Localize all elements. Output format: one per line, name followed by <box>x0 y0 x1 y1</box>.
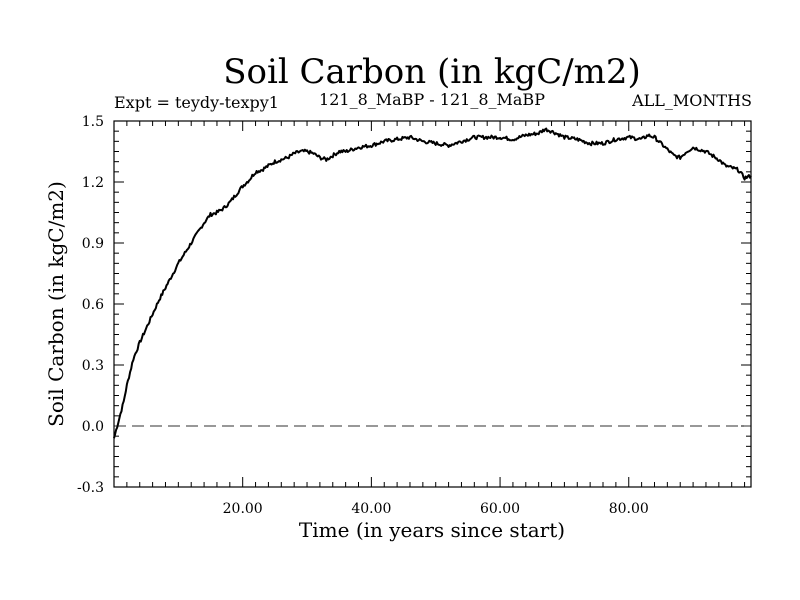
y-tick-label: 0.9 <box>82 236 104 252</box>
chart-subtitle-left: Expt = teydy-texpy1 <box>114 93 279 112</box>
series-line-soil-carbon <box>113 127 752 439</box>
y-tick-label: 0.3 <box>82 358 104 374</box>
x-tick-label: 20.00 <box>223 501 263 517</box>
plot-frame <box>113 120 752 488</box>
x-tick-label: 60.00 <box>480 501 520 517</box>
chart-subtitle-right: ALL_MONTHS <box>631 91 752 110</box>
axis-ticks <box>114 120 751 488</box>
tick-labels: 20.00 40.00 60.00 80.00 -0.3 0.0 0.3 0.6 0.9 1.2 1… <box>77 114 649 517</box>
y-tick-label: 1.2 <box>82 175 104 191</box>
chart-subtitle-center: 121_8_MaBP - 121_8_MaBP <box>319 90 545 109</box>
chart-title: Soil Carbon (in kgC/m2) <box>223 52 641 92</box>
y-tick-label: 0.0 <box>82 419 104 435</box>
y-tick-label: 0.6 <box>82 297 104 313</box>
y-tick-label: 1.5 <box>82 114 104 130</box>
x-tick-label: 80.00 <box>609 501 649 517</box>
x-axis-label: Time (in years since start) <box>299 518 565 542</box>
y-tick-label: -0.3 <box>77 480 104 496</box>
x-tick-label: 40.00 <box>351 501 391 517</box>
y-axis-label: Soil Carbon (in kgC/m2) <box>44 181 68 427</box>
